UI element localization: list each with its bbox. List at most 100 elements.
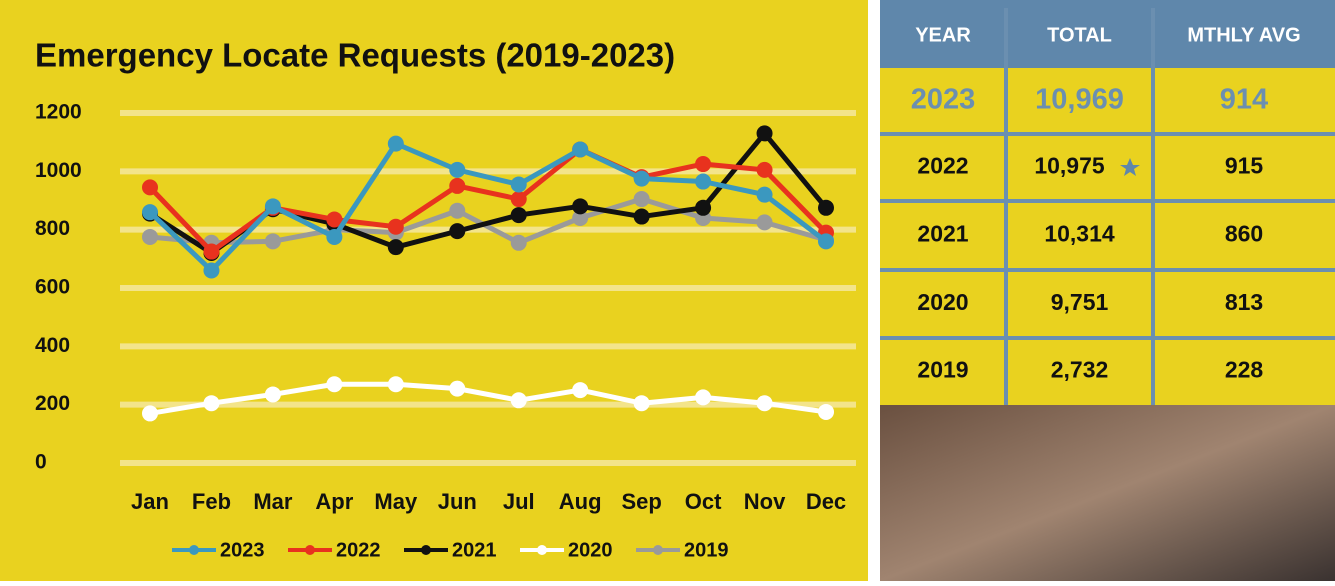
table-cell: 10,314 [1044, 221, 1115, 247]
point [756, 395, 773, 412]
legend-label: 2019 [684, 539, 729, 561]
point [203, 395, 220, 412]
table-cell: 2,732 [1051, 357, 1109, 383]
x-tick-label: Apr [315, 489, 353, 514]
table-cell: 228 [1225, 357, 1264, 383]
x-tick-label: Feb [192, 489, 231, 514]
point [756, 125, 773, 142]
table-header: YEAR [915, 24, 971, 46]
y-tick-label: 400 [35, 334, 70, 357]
y-tick-label: 200 [35, 392, 70, 415]
legend-dot [189, 545, 199, 555]
point [264, 198, 281, 215]
point [572, 382, 589, 399]
table-cell: 10,969 [1035, 84, 1124, 116]
table-cell: 10,975 [1034, 153, 1105, 179]
point [695, 156, 712, 173]
point [756, 186, 773, 203]
series-line [149, 196, 827, 246]
series-line [148, 141, 828, 273]
point [633, 191, 650, 208]
series-line [149, 381, 827, 416]
point [203, 262, 220, 279]
point [695, 389, 712, 406]
y-tick-label: 1000 [35, 159, 82, 182]
y-tick-label: 0 [35, 451, 47, 474]
point [449, 161, 466, 178]
point [326, 376, 343, 393]
x-tick-label: May [374, 489, 418, 514]
y-tick-label: 600 [35, 276, 70, 299]
y-tick-label: 800 [35, 217, 70, 240]
x-tick-label: Dec [806, 489, 846, 514]
x-tick-label: Aug [559, 489, 602, 514]
legend-label: 2022 [336, 539, 381, 561]
point [264, 233, 281, 250]
point [633, 170, 650, 187]
point [818, 233, 834, 250]
y-tick-label: 1200 [35, 101, 82, 124]
table-cell: 914 [1220, 84, 1268, 116]
table-header-bg [880, 0, 1335, 68]
x-tick-label: Oct [685, 489, 722, 514]
x-tick-label: Jun [438, 489, 477, 514]
legend-label: 2020 [568, 539, 613, 561]
x-tick-label: Jan [131, 489, 169, 514]
point [449, 223, 466, 240]
legend-dot [305, 545, 315, 555]
point [572, 210, 589, 226]
table-cell: 915 [1225, 153, 1264, 179]
point [633, 395, 650, 412]
point [142, 204, 158, 221]
point [387, 218, 404, 235]
point [142, 179, 158, 196]
table-cell: 2023 [911, 84, 976, 116]
point [387, 135, 404, 152]
x-tick-label: Jul [503, 489, 535, 514]
point [633, 208, 650, 225]
point [387, 239, 404, 256]
legend-label: 2023 [220, 539, 265, 561]
point [818, 199, 834, 216]
table-cell: 2019 [917, 357, 968, 383]
table-cell: 2020 [917, 289, 968, 315]
star-icon [1120, 158, 1140, 176]
table-cell: 860 [1225, 221, 1263, 247]
table-header: TOTAL [1047, 24, 1112, 46]
table-cell: 2021 [917, 221, 968, 247]
table-cell: 813 [1225, 289, 1263, 315]
legend-label: 2021 [452, 539, 497, 561]
point [203, 243, 220, 260]
point [510, 234, 527, 251]
point [142, 228, 158, 245]
x-tick-label: Sep [621, 489, 661, 514]
x-tick-label: Mar [253, 489, 293, 514]
point [449, 177, 466, 194]
table-header: MTHLY AVG [1187, 24, 1300, 46]
table-cell: 2022 [917, 153, 968, 179]
point [142, 405, 158, 422]
chart-title: Emergency Locate Requests (2019-2023) [35, 37, 675, 74]
point [387, 376, 404, 393]
point [510, 191, 527, 208]
point [756, 161, 773, 178]
point [326, 228, 343, 245]
photo [880, 405, 1335, 581]
table-cell: 9,751 [1051, 289, 1109, 315]
table: YEAR TOTAL MTHLY AVG 2023 10,969 914 2022 10,97… [880, 0, 1335, 405]
point [326, 211, 343, 228]
point [449, 202, 466, 219]
point [695, 173, 712, 190]
legend-dot [653, 545, 663, 555]
point [264, 386, 281, 403]
point [449, 380, 466, 397]
x-tick-label: Nov [744, 489, 786, 514]
point [510, 392, 527, 409]
legend-dot [537, 545, 547, 555]
point [510, 176, 527, 193]
point [818, 403, 834, 420]
point [572, 141, 589, 158]
point [756, 214, 773, 231]
legend-dot [421, 545, 431, 555]
